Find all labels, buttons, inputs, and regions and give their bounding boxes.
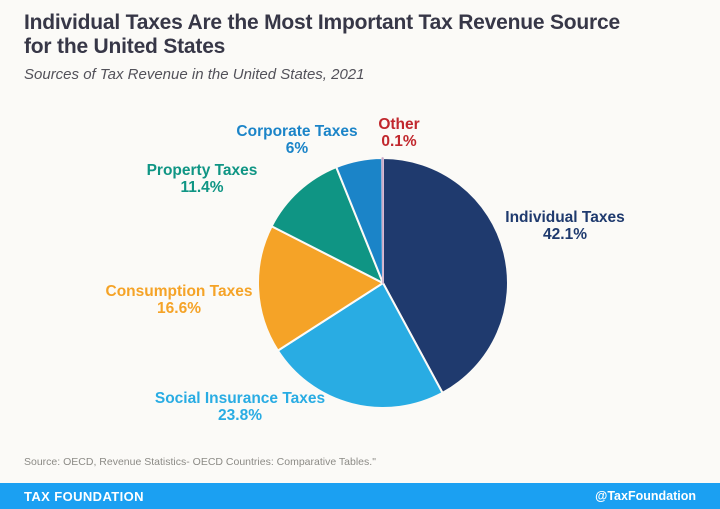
pie-label-corporate-taxes: Corporate Taxes 6% [236,123,357,157]
pie-label-individual-taxes: Individual Taxes 42.1% [505,209,624,243]
pie-label-name-social-insurance-taxes: Social Insurance Taxes [154,390,326,407]
brand-name: TAX FOUNDATION [24,488,144,504]
pie-slice-individual-taxes [382,157,509,394]
pie-slice-other [381,157,384,284]
pie-label-name-corporate-taxes: Corporate Taxes [236,123,358,140]
chart-title-line2: for the United States [24,35,226,58]
pie-label-name-consumption-taxes: Consumption Taxes [105,283,253,300]
footer-bar: TAX FOUNDATION @TaxFoundation [0,483,720,509]
chart-title-line1: Individual Taxes Are the Most Important … [24,11,620,34]
chart-subtitle: Sources of Tax Revenue in the United Sta… [24,66,365,83]
pie-slice-property-taxes [270,166,384,284]
pie-label-value-other: 0.1% [381,133,417,150]
pie-slice-consumption-taxes [257,225,384,352]
pie-label-value-social-insurance-taxes: 23.8% [218,407,262,424]
pie-label-name-other: Other [378,116,420,133]
twitter-handle[interactable]: @TaxFoundation [595,489,696,503]
chart-title: Individual Taxes Are the Most Important … [24,11,620,59]
pie-slice-social-insurance-taxes [276,282,444,409]
pie-label-value-corporate-taxes: 6% [285,140,309,157]
pie-label-name-individual-taxes: Individual Taxes [505,209,625,226]
pie-label-value-consumption-taxes: 16.6% [157,300,201,317]
pie-label-property-taxes: Property Taxes 11.4% [147,162,258,196]
pie-label-consumption-taxes: Consumption Taxes 16.6% [106,283,253,317]
pie-label-value-individual-taxes: 42.1% [543,226,587,243]
pie-label-name-property-taxes: Property Taxes [146,162,258,179]
pie-label-value-property-taxes: 11.4% [180,179,224,196]
pie-label-other: Other 0.1% [378,116,419,150]
source-note: Source: OECD, Revenue Statistics- OECD C… [24,456,376,468]
pie-label-social-insurance-taxes: Social Insurance Taxes 23.8% [155,390,325,424]
